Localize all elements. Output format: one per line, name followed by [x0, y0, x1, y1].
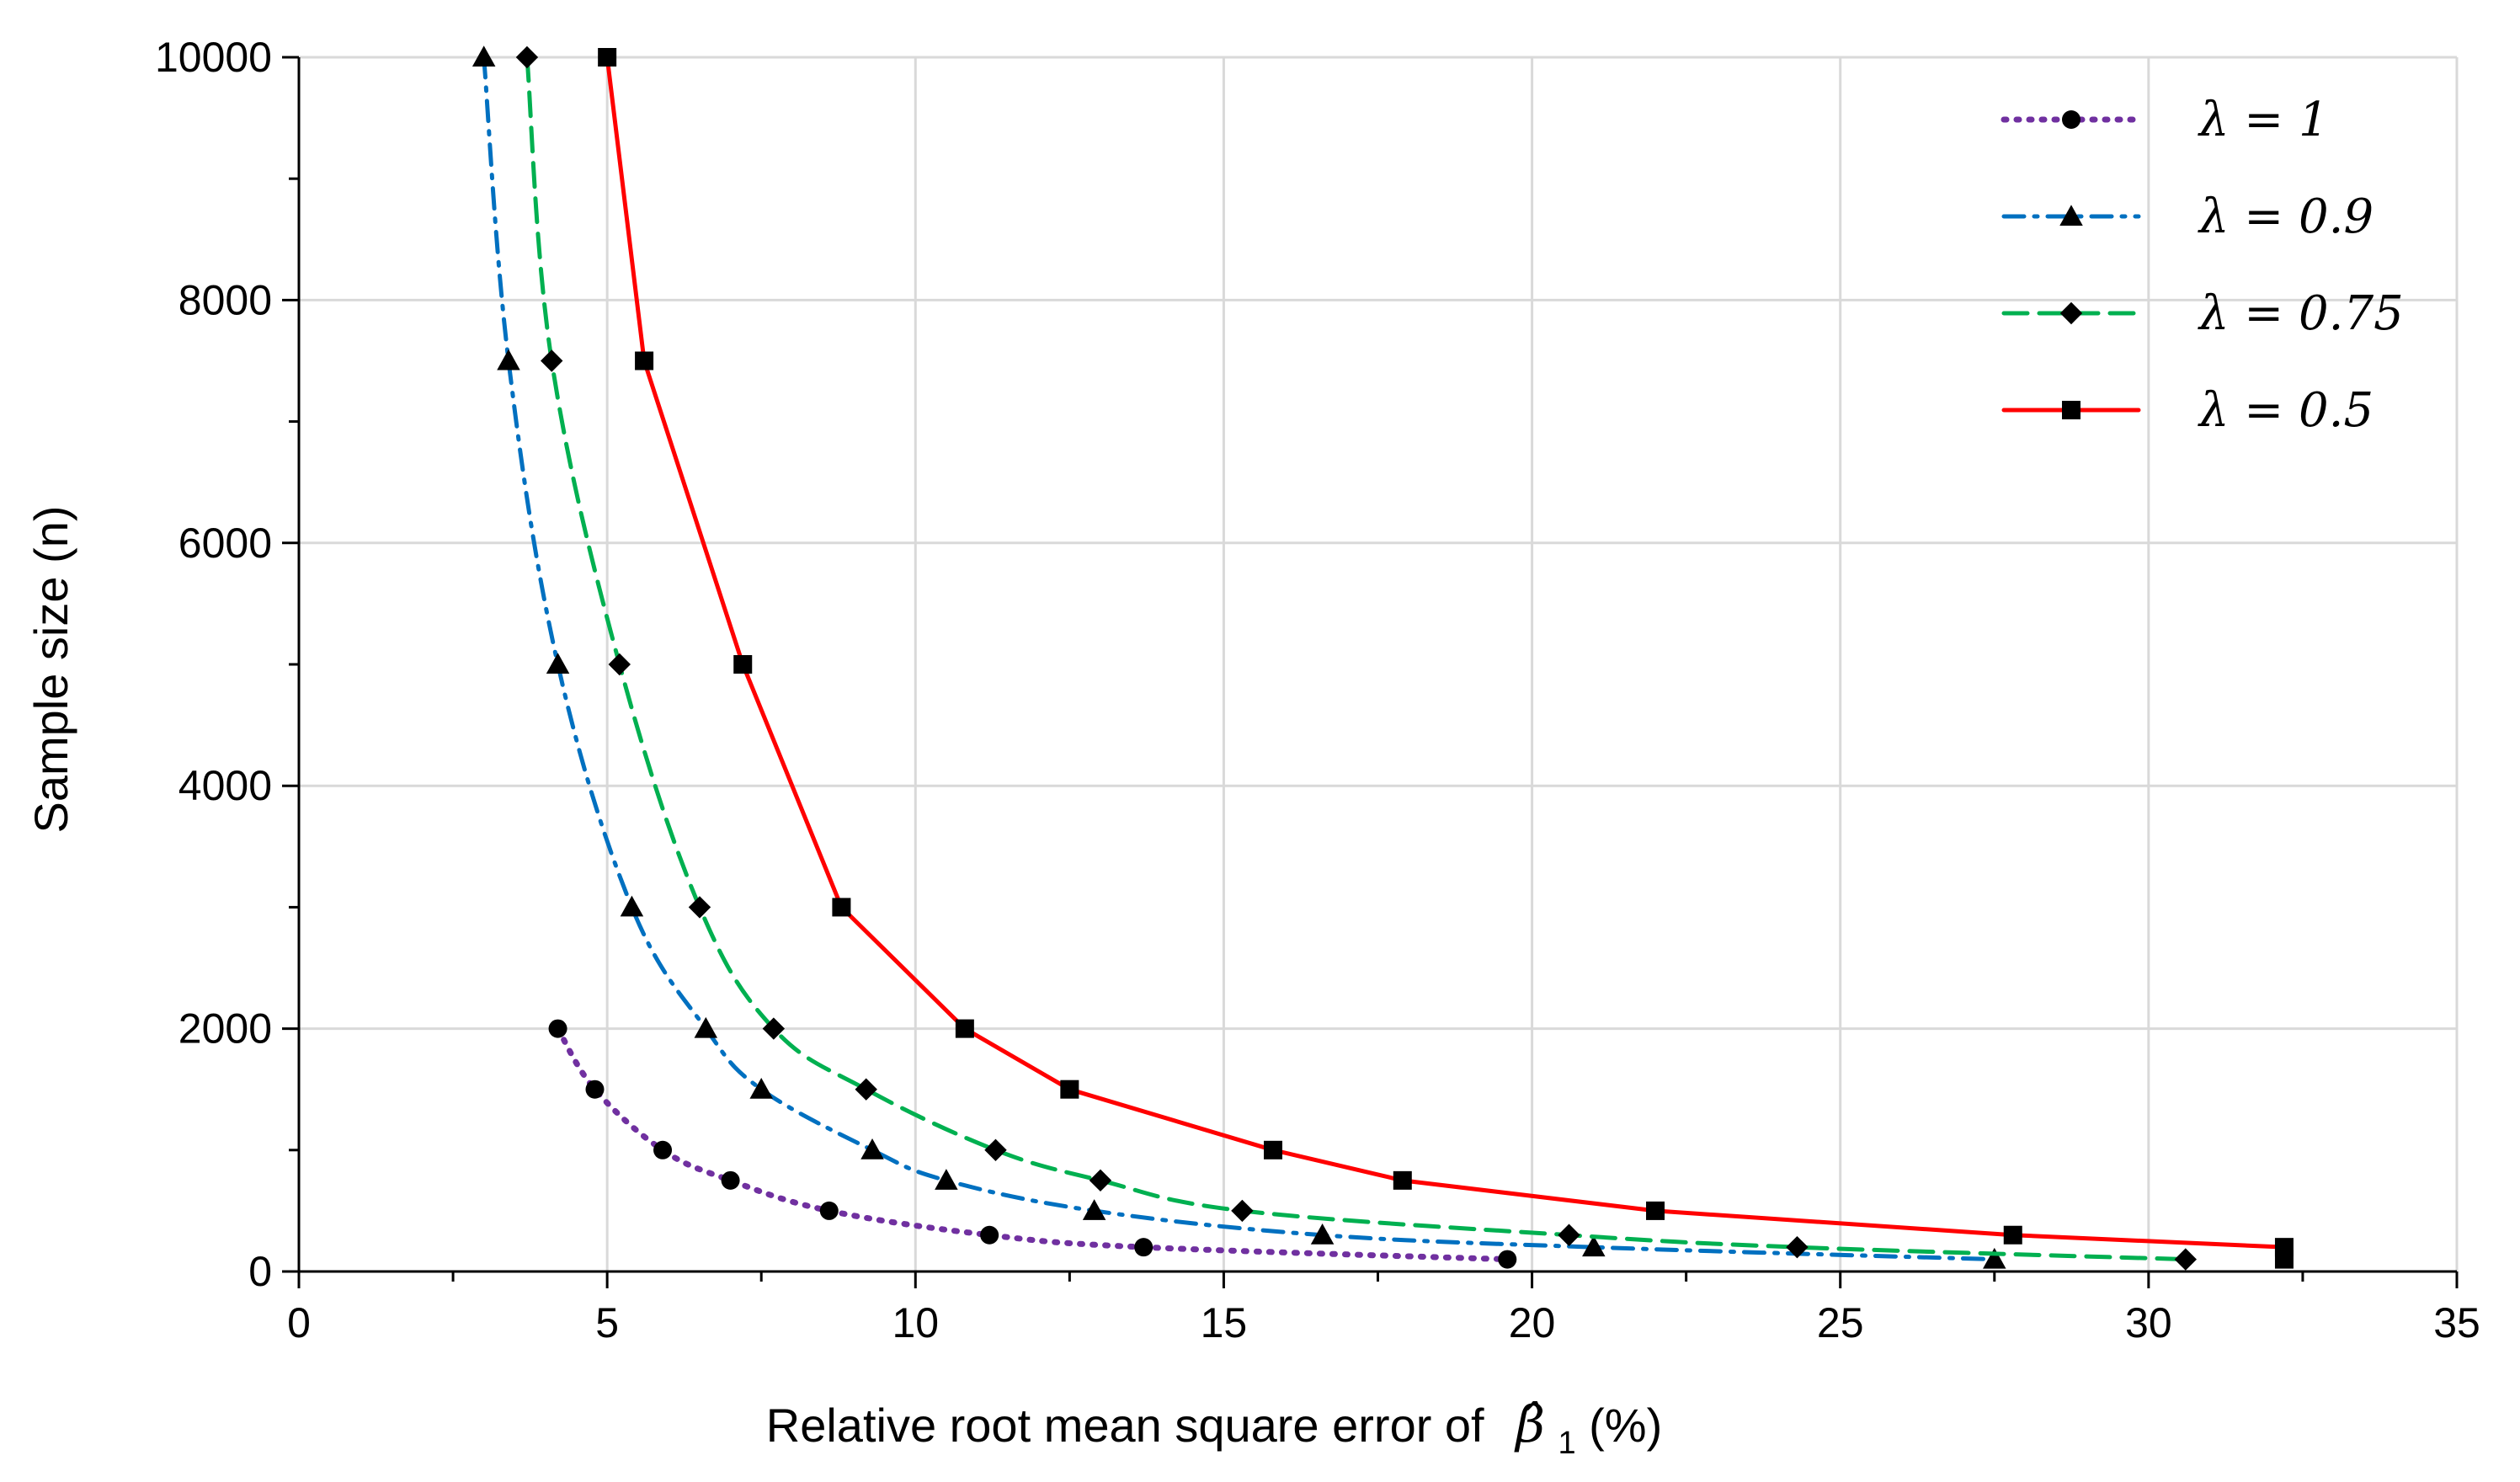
series-line	[555, 1026, 1510, 1263]
data-point	[620, 895, 644, 917]
data-point	[688, 896, 711, 919]
y-tick-label: 4000	[178, 762, 272, 809]
legend-entry: λ = 1	[2001, 93, 2329, 147]
legend-label: λ = 1	[2198, 93, 2329, 147]
data-point	[1393, 1170, 1412, 1190]
y-tick-label: 10000	[155, 34, 272, 81]
x-tick-label: 0	[287, 1299, 311, 1346]
series-2	[472, 45, 2006, 1269]
legend-marker	[2059, 301, 2083, 325]
data-point	[2274, 1250, 2294, 1269]
data-point	[1646, 1201, 1665, 1220]
ticks: 0 5 10 15 20 25 30 35 0 2000 4000 6000 8000 10000	[155, 34, 2480, 1346]
data-point	[635, 351, 654, 370]
data-point	[762, 1017, 786, 1040]
data-point	[980, 1225, 999, 1245]
data-point	[2174, 1248, 2197, 1271]
legend-label: λ = 0.5	[2198, 383, 2373, 438]
data-point	[541, 349, 563, 372]
series-4	[598, 48, 2294, 1269]
x-axis-title: Relative root mean square error of β̂ 1 …	[766, 1395, 1662, 1463]
data-point	[1983, 1247, 2006, 1269]
x-tick-label: 25	[1817, 1299, 1864, 1346]
legend-label: λ = 0.9	[2198, 189, 2373, 244]
legend: λ = 1 λ = 0.9 λ = 0.75 λ = 0.5	[2001, 93, 2404, 438]
data-point	[819, 1201, 839, 1220]
data-point	[1558, 1223, 1580, 1246]
data-point	[984, 1138, 1007, 1161]
data-point	[733, 655, 753, 674]
y-tick-label: 6000	[178, 520, 272, 567]
data-point	[1231, 1199, 1254, 1223]
y-axis-title: Sample size (n)	[24, 505, 77, 833]
data-point	[548, 1019, 567, 1038]
x-tick-label: 15	[1201, 1299, 1248, 1346]
data-point	[1582, 1235, 1606, 1257]
x-axis-title-text: Relative root mean square error of	[766, 1399, 1484, 1452]
data-point	[694, 1016, 718, 1038]
data-point	[585, 1080, 605, 1099]
x-tick-label: 20	[1509, 1299, 1556, 1346]
data-point	[1134, 1238, 1153, 1257]
data-point	[497, 349, 520, 370]
x-axis-title-suffix: (%)	[1589, 1399, 1662, 1452]
data-point	[598, 48, 617, 67]
x-tick-label: 30	[2125, 1299, 2172, 1346]
y-tick-label: 0	[248, 1248, 272, 1295]
data-point	[955, 1019, 974, 1038]
data-point	[546, 653, 570, 674]
data-point	[653, 1140, 673, 1159]
series-line	[525, 55, 2188, 1262]
data-point	[1060, 1080, 1079, 1099]
x-tick-label: 10	[892, 1299, 939, 1346]
data-point	[1310, 1223, 1335, 1245]
legend-marker	[2062, 401, 2080, 419]
data-point	[935, 1169, 958, 1190]
legend-entry: λ = 0.75	[2001, 286, 2404, 341]
y-tick-label: 8000	[178, 276, 272, 323]
data-point	[860, 1138, 884, 1159]
data-point	[721, 1170, 740, 1190]
y-tick-label: 2000	[178, 1005, 272, 1053]
data-point	[832, 898, 851, 917]
series-3	[515, 45, 2197, 1271]
legend-entry: λ = 0.5	[2001, 383, 2373, 438]
gridlines	[299, 56, 2459, 1271]
data-point	[749, 1077, 773, 1099]
x-tick-label: 5	[595, 1299, 619, 1346]
series-1	[548, 1019, 1517, 1269]
x-tick-label: 35	[2433, 1299, 2480, 1346]
legend-marker	[2059, 205, 2083, 226]
legend-label: λ = 0.75	[2198, 286, 2404, 341]
data-point	[2003, 1225, 2022, 1245]
x-axis-title-subscript: 1	[1558, 1426, 1575, 1461]
data-point	[515, 45, 539, 69]
data-point	[472, 45, 496, 67]
data-point	[1082, 1199, 1106, 1220]
data-point	[1264, 1140, 1283, 1159]
series-line	[482, 55, 1997, 1262]
data-point	[855, 1078, 877, 1101]
series-line	[605, 55, 2287, 1262]
data-point	[1786, 1235, 1809, 1259]
data-point	[608, 653, 631, 676]
x-axis-title-beta-symbol: β̂	[1514, 1395, 1545, 1454]
legend-marker	[2062, 110, 2080, 129]
series-layer	[472, 45, 2294, 1271]
data-point	[1089, 1169, 1112, 1192]
data-point	[1498, 1250, 1517, 1269]
legend-entry: λ = 0.9	[2001, 189, 2373, 244]
